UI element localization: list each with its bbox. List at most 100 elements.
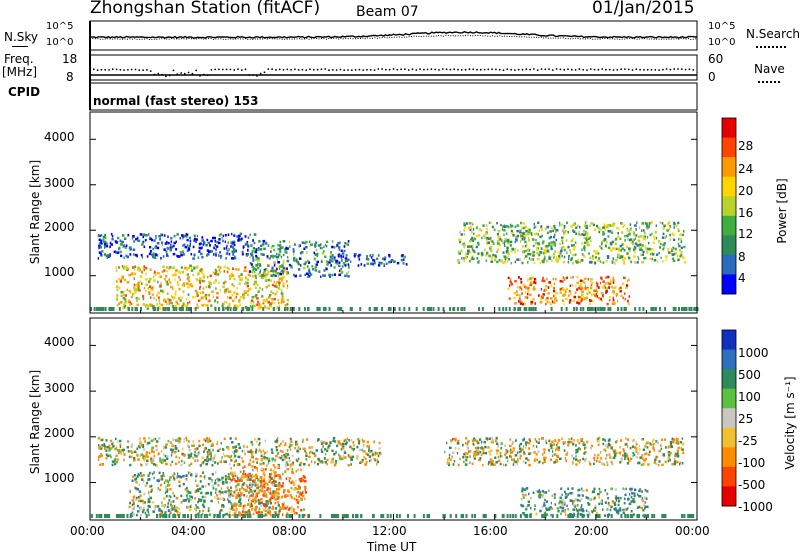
power-scatter-cell bbox=[115, 269, 118, 272]
power-scatter-cell bbox=[561, 229, 565, 232]
velo-scatter-cell bbox=[642, 509, 645, 512]
power-scatter-cell bbox=[130, 247, 132, 251]
velo-scatter-cell bbox=[675, 441, 679, 445]
velo-scatter-cell bbox=[263, 490, 266, 493]
power-scatter-cell bbox=[642, 235, 645, 238]
velo-scatter-cell bbox=[250, 504, 253, 507]
velo-scatter-cell bbox=[262, 503, 266, 506]
power-scatter-cell bbox=[595, 252, 598, 255]
power-scatter-cell bbox=[487, 241, 490, 244]
velo-scatter-cell bbox=[580, 504, 583, 507]
velo-scatter-cell bbox=[623, 488, 627, 491]
velo-scatter-cell bbox=[255, 475, 259, 478]
velo-scatter-cell bbox=[220, 509, 223, 512]
velo-scatter-cell bbox=[160, 450, 163, 453]
velo-scatter-cell bbox=[521, 487, 524, 490]
power-scatter-cell bbox=[663, 224, 666, 228]
power-scatter-cell bbox=[614, 242, 617, 246]
power-scatter-cell bbox=[625, 245, 629, 249]
power-scatter-cell bbox=[329, 258, 332, 261]
power-scatter-cell bbox=[195, 238, 198, 241]
power-scatter-cell bbox=[232, 250, 235, 254]
power-scatter-cell bbox=[231, 232, 233, 236]
power-scatter-cell bbox=[626, 279, 629, 283]
power-scatter-cell bbox=[524, 296, 528, 299]
velo-scatter-cell bbox=[249, 450, 252, 454]
velo-scatter-cell bbox=[147, 500, 150, 504]
power-scatter-cell bbox=[600, 292, 604, 295]
velo-scatter-cell bbox=[239, 514, 242, 517]
power-scatter-cell bbox=[182, 302, 185, 305]
power-scatter-cell bbox=[504, 238, 507, 241]
power-scatter-cell bbox=[143, 233, 146, 237]
power-scatter-cell bbox=[168, 300, 170, 303]
velo-scatter-cell bbox=[274, 498, 277, 501]
velo-scatter-cell bbox=[207, 448, 211, 452]
power-scatter-cell bbox=[194, 295, 196, 299]
power-scatter-cell bbox=[325, 240, 329, 244]
power-scatter-cell bbox=[144, 238, 147, 242]
nave-point bbox=[331, 69, 334, 71]
power-scatter-cell bbox=[600, 277, 603, 280]
velo-scatter-cell bbox=[548, 448, 550, 452]
power-scatter-cell bbox=[514, 248, 516, 251]
velo-scatter-cell bbox=[577, 459, 580, 463]
power-scatter-cell bbox=[458, 238, 460, 241]
velo-scatter-cell bbox=[262, 471, 265, 474]
power-scatter-cell bbox=[641, 244, 644, 247]
power-scatter-cell bbox=[111, 235, 114, 238]
power-scatter-cell bbox=[534, 281, 537, 285]
power-scatter-cell bbox=[118, 302, 121, 305]
power-scatter-cell bbox=[620, 222, 623, 225]
power-scatter-cell bbox=[347, 263, 350, 266]
velo-scatter-cell bbox=[369, 450, 371, 454]
velo-scatter-cell bbox=[211, 473, 214, 476]
nave-point bbox=[271, 68, 273, 71]
velo-scatter-cell bbox=[229, 462, 231, 466]
velo-scatter-cell bbox=[567, 441, 570, 444]
nave-point bbox=[411, 68, 414, 71]
power-scatter-cell bbox=[316, 260, 319, 264]
power-ground-cell bbox=[185, 307, 188, 311]
velo-scatter-cell bbox=[248, 495, 251, 499]
velo-scatter-cell bbox=[647, 463, 650, 466]
power-scatter-cell bbox=[483, 234, 486, 237]
velo-scatter-cell bbox=[108, 444, 111, 448]
power-scatter-cell bbox=[658, 251, 660, 255]
power-scatter-cell bbox=[636, 244, 638, 247]
power-scatter-cell bbox=[611, 240, 615, 244]
power-scatter-cell bbox=[142, 235, 144, 239]
power-scatter-cell bbox=[536, 247, 539, 250]
velo-scatter-cell bbox=[150, 457, 152, 461]
velo-scatter-cell bbox=[622, 511, 625, 515]
power-scatter-cell bbox=[283, 275, 285, 279]
velo-scatter-cell bbox=[206, 455, 209, 459]
power-scatter-cell bbox=[683, 230, 685, 233]
power-scatter-cell bbox=[126, 281, 130, 284]
velo-ground-cell bbox=[422, 514, 425, 518]
power-scatter-cell bbox=[137, 266, 140, 270]
velo-scatter-cell bbox=[479, 438, 482, 441]
velo-ground-cell bbox=[471, 514, 474, 518]
power-scatter-cell bbox=[164, 299, 166, 302]
power-scatter-cell bbox=[192, 257, 195, 260]
power-scatter-cell bbox=[225, 301, 228, 304]
power-scatter-cell bbox=[533, 278, 537, 281]
velo-scatter-cell bbox=[178, 437, 181, 440]
power-ground-cell bbox=[289, 307, 292, 311]
power-scatter-cell bbox=[463, 229, 466, 232]
velo-ground-cell bbox=[246, 514, 249, 518]
power-scatter-cell bbox=[186, 238, 189, 242]
velo-scatter-cell bbox=[564, 510, 566, 513]
velo-scatter-cell bbox=[654, 458, 657, 461]
power-scatter-cell bbox=[224, 289, 226, 292]
nave-point bbox=[130, 68, 133, 71]
power-scatter-cell bbox=[146, 307, 149, 310]
velo-scatter-cell bbox=[593, 487, 596, 491]
power-scatter-cell bbox=[160, 289, 163, 293]
velo-scatter-cell bbox=[553, 443, 556, 446]
velo-scatter-cell bbox=[617, 503, 620, 507]
velo-scatter-cell bbox=[509, 438, 512, 441]
velo-scatter-cell bbox=[221, 482, 225, 485]
power-ground-cell bbox=[131, 307, 134, 311]
